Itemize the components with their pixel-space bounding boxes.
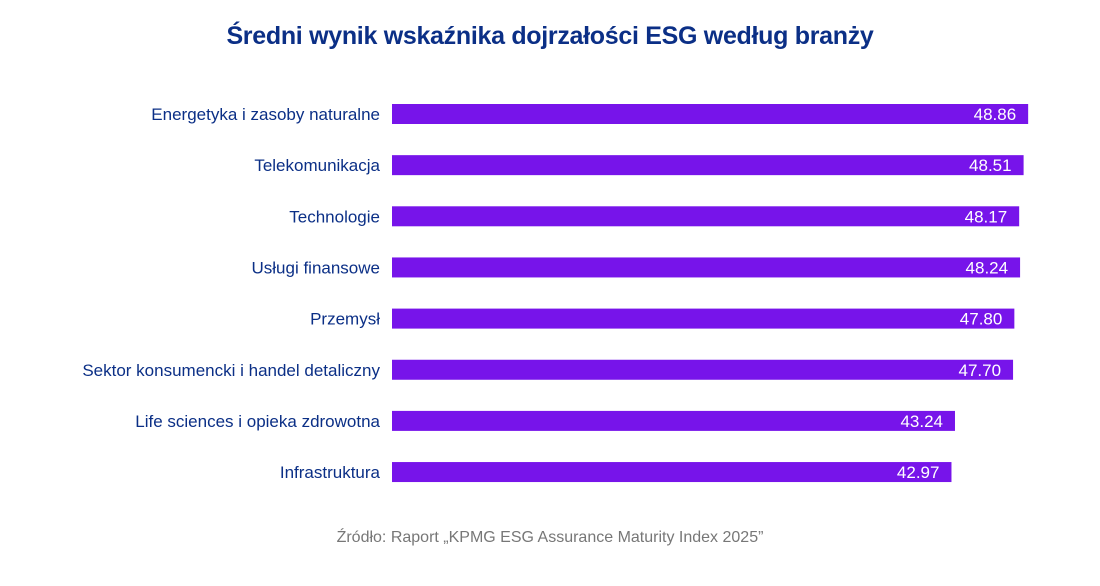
bar	[392, 104, 1029, 124]
bar	[392, 206, 1020, 227]
value-label: 42.97	[897, 463, 940, 482]
category-label: Przemysł	[310, 310, 380, 329]
value-label: 48.51	[969, 156, 1012, 175]
category-label: Energetyka i zasoby naturalne	[151, 105, 380, 124]
chart-title: Średni wynik wskaźnika dojrzałości ESG w…	[226, 22, 874, 50]
category-label: Sektor konsumencki i handel detaliczny	[82, 361, 380, 380]
bar	[392, 308, 1015, 329]
value-label: 47.80	[960, 310, 1003, 329]
category-label: Infrastruktura	[280, 463, 381, 482]
category-label: Usługi finansowe	[251, 258, 380, 277]
bar	[392, 359, 1014, 380]
category-label: Life sciences i opieka zdrowotna	[135, 412, 380, 431]
bar	[392, 410, 955, 431]
value-label: 47.70	[959, 361, 1002, 380]
value-label: 43.24	[900, 412, 943, 431]
value-label: 48.17	[965, 207, 1008, 226]
bar	[392, 155, 1024, 176]
bar	[392, 462, 952, 483]
category-label: Telekomunikacja	[254, 156, 380, 175]
value-label: 48.86	[974, 105, 1017, 124]
source-note: Źródło: Raport „KPMG ESG Assurance Matur…	[336, 529, 764, 546]
value-label: 48.24	[966, 258, 1009, 277]
bar	[392, 257, 1021, 278]
category-label: Technologie	[289, 207, 380, 226]
